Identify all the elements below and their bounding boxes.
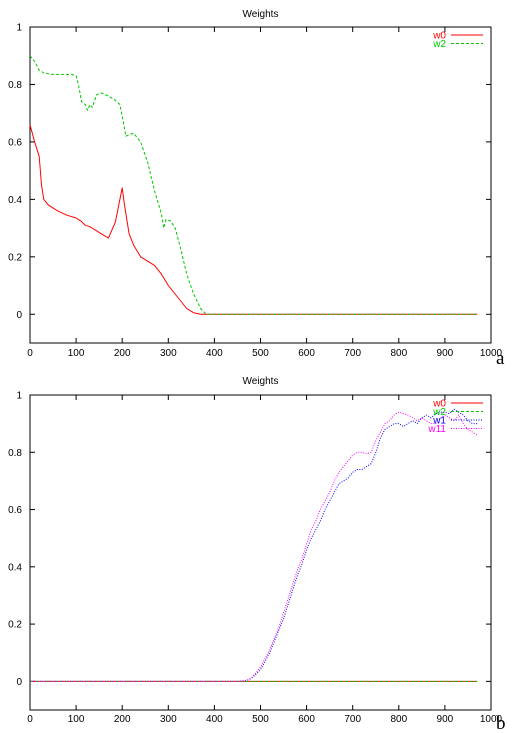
y-tick-label: 0.8 <box>8 448 22 459</box>
x-tick-label: 0 <box>27 714 33 725</box>
x-tick-label: 400 <box>206 714 223 725</box>
x-tick-label: 600 <box>298 714 315 725</box>
x-tick-label: 0 <box>27 348 33 359</box>
legend-label-w1: w1 <box>432 416 446 427</box>
legend-label-w11: w11 <box>427 424 446 435</box>
x-tick-label: 800 <box>390 348 407 359</box>
y-tick-label: 0.2 <box>8 620 22 631</box>
x-tick-label: 200 <box>114 714 131 725</box>
x-tick-label: 900 <box>437 714 454 725</box>
weights-chart-b: Weights 0 100 200 300 400 500 600 700 800 900 1000 0… <box>8 376 505 734</box>
x-tick-label: 700 <box>344 714 361 725</box>
chart-title: Weights <box>243 9 279 20</box>
x-tick-label: 800 <box>390 714 407 725</box>
legend-label-w0: w0 <box>432 31 446 42</box>
y-tick-label: 0.6 <box>8 505 22 516</box>
series-line-w1 <box>30 408 478 682</box>
series-line-w2 <box>29 55 478 315</box>
x-tick-label: 700 <box>344 348 361 359</box>
x-tick-label: 300 <box>160 714 177 725</box>
x-tick-label: 300 <box>160 348 177 359</box>
legend-label-w2: w2 <box>432 39 446 50</box>
y-tick-label: 1 <box>16 23 22 34</box>
x-tick-label: 1000 <box>480 714 503 725</box>
x-tick-label: 100 <box>68 714 85 725</box>
series-line-w11 <box>30 411 478 682</box>
plot-frame <box>29 26 492 344</box>
x-tick-label: 500 <box>252 348 269 359</box>
y-tick-label: 0 <box>16 677 22 688</box>
y-tick-label: 0.6 <box>8 137 22 148</box>
y-tick-label: 0.4 <box>8 195 22 206</box>
x-tick-label: 500 <box>252 714 269 725</box>
y-tick-label: 0.2 <box>8 252 22 263</box>
x-tick-label: 100 <box>68 348 85 359</box>
panel-label: b <box>496 713 506 734</box>
x-tick-label: 200 <box>114 348 131 359</box>
legend-label-w2: w2 <box>432 407 446 418</box>
y-tick-label: 0 <box>16 310 22 321</box>
x-tick-label: 900 <box>437 348 454 359</box>
plot-frame <box>29 394 492 711</box>
x-tick-label: 400 <box>206 348 223 359</box>
x-tick-label: 1000 <box>480 348 503 359</box>
y-tick-label: 0.4 <box>8 562 22 573</box>
panel-label: a <box>496 348 505 369</box>
chart-title: Weights <box>243 376 279 387</box>
x-tick-label: 600 <box>298 348 315 359</box>
weights-chart-a: Weights 0 100 200 300 400 500 600 700 800 900 1000 0… <box>8 9 505 369</box>
series-line-w0 <box>29 124 478 315</box>
legend-label-w0: w0 <box>432 399 446 410</box>
y-tick-label: 0.8 <box>8 80 22 91</box>
y-tick-label: 1 <box>16 391 22 402</box>
